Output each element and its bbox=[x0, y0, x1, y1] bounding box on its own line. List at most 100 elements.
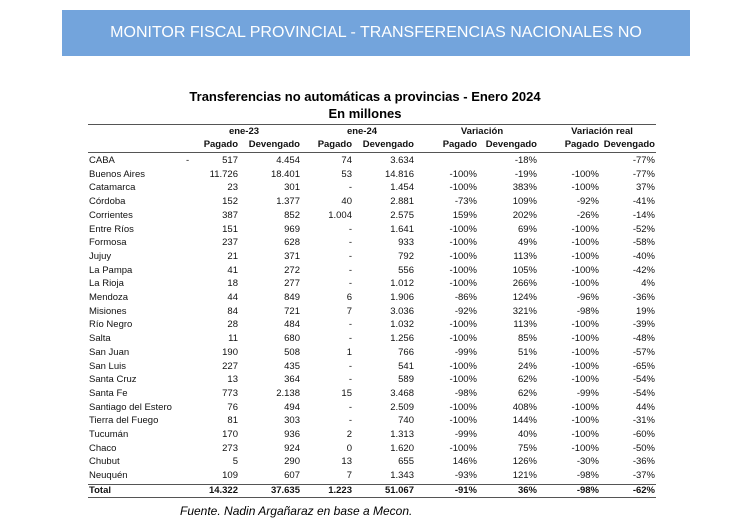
column-header: Pagado bbox=[203, 139, 238, 150]
cell: -100% bbox=[571, 360, 599, 372]
cell: 1.256 bbox=[390, 333, 414, 345]
row-label: Entre Ríos bbox=[89, 223, 134, 235]
cell: -77% bbox=[632, 155, 655, 166]
cell: 109% bbox=[512, 196, 537, 208]
cell: -60% bbox=[632, 429, 655, 440]
cell: 18.401 bbox=[270, 168, 300, 180]
cell: 74 bbox=[341, 155, 352, 166]
cell: 37.635 bbox=[270, 484, 300, 496]
cell: 5 bbox=[232, 456, 238, 468]
cell: -100% bbox=[571, 223, 599, 235]
cell: -100% bbox=[571, 278, 599, 290]
cell: 2.575 bbox=[390, 209, 414, 221]
cell: -100% bbox=[449, 237, 477, 249]
cell: -100% bbox=[449, 401, 477, 413]
cell: 6 bbox=[346, 292, 352, 303]
cell: 53 bbox=[341, 168, 352, 180]
cell: -91% bbox=[454, 484, 477, 496]
cell: 1.454 bbox=[390, 182, 414, 194]
cell: 655 bbox=[398, 456, 414, 468]
cell: 18 bbox=[227, 278, 238, 290]
cell: 75% bbox=[517, 442, 537, 454]
cell: 113% bbox=[513, 250, 537, 262]
row-label: Chaco bbox=[89, 442, 117, 454]
column-header: Devengado bbox=[603, 139, 655, 150]
cell: 36% bbox=[517, 484, 537, 496]
cell: -98% bbox=[454, 387, 477, 399]
cell: -100% bbox=[449, 278, 477, 290]
cell: 773 bbox=[222, 387, 238, 399]
cell: -100% bbox=[449, 168, 477, 180]
cell: 144% bbox=[512, 415, 537, 427]
cell: 266% bbox=[512, 278, 537, 290]
cell: 44 bbox=[227, 292, 238, 303]
cell: -77% bbox=[632, 168, 655, 180]
cell: -100% bbox=[571, 442, 599, 454]
cell: -100% bbox=[449, 223, 477, 235]
cell: 41 bbox=[227, 264, 238, 276]
cell: 44% bbox=[635, 401, 655, 413]
cell: -57% bbox=[632, 346, 655, 358]
group-header: ene-24 bbox=[346, 126, 378, 137]
cell: -100% bbox=[571, 415, 599, 427]
group-header: Variación real bbox=[571, 126, 633, 137]
group-header: ene-23 bbox=[228, 126, 260, 137]
cell: -100% bbox=[571, 374, 599, 386]
row-label: La Pampa bbox=[89, 264, 133, 276]
table-title: Transferencias no automáticas a provinci… bbox=[189, 89, 541, 104]
column-header: Devengado bbox=[362, 139, 414, 150]
row-label: Santa Fe bbox=[89, 387, 128, 399]
cell: 113% bbox=[513, 319, 537, 331]
cell: 151 bbox=[222, 223, 238, 235]
row-label: Chubut bbox=[89, 456, 120, 468]
row-label: Córdoba bbox=[89, 196, 126, 208]
cell: -58% bbox=[632, 237, 655, 249]
cell: 383% bbox=[512, 182, 537, 194]
cell: 84 bbox=[227, 305, 238, 317]
row-label: Catamarca bbox=[89, 182, 136, 194]
cell: 321% bbox=[512, 305, 537, 317]
cell: 290 bbox=[284, 456, 300, 468]
cell: 7 bbox=[346, 470, 352, 482]
cell: 227 bbox=[222, 360, 238, 372]
cell: -30% bbox=[576, 456, 599, 468]
row-label: Misiones bbox=[89, 305, 127, 317]
cell: -99% bbox=[576, 387, 599, 399]
cell: 19% bbox=[635, 305, 655, 317]
cell: -31% bbox=[632, 415, 655, 427]
cell: 152 bbox=[222, 196, 238, 208]
cell: 202% bbox=[512, 209, 537, 221]
group-header: Variación bbox=[460, 126, 504, 137]
cell: -99% bbox=[454, 429, 477, 440]
cell: 237 bbox=[222, 237, 238, 249]
cell: - bbox=[348, 401, 352, 413]
cell: -98% bbox=[576, 470, 599, 482]
cell: -99% bbox=[454, 346, 477, 358]
cell: 2.138 bbox=[276, 387, 300, 399]
row-label: La Rioja bbox=[89, 278, 124, 290]
cell: 408% bbox=[512, 401, 537, 413]
cell: -100% bbox=[571, 182, 599, 194]
cell: 517 bbox=[222, 155, 238, 166]
cell: 49% bbox=[517, 237, 537, 249]
cell: -100% bbox=[449, 374, 477, 386]
cell: -54% bbox=[632, 387, 655, 399]
cell: 15 bbox=[341, 387, 352, 399]
cell: 14.816 bbox=[384, 168, 414, 180]
cell: -98% bbox=[576, 484, 599, 496]
cell: 740 bbox=[398, 415, 414, 427]
cell: -65% bbox=[632, 360, 655, 372]
cell: -100% bbox=[449, 319, 477, 331]
cell: 14.322 bbox=[208, 484, 238, 496]
cell: -14% bbox=[632, 209, 655, 221]
cell: 62% bbox=[517, 387, 537, 399]
cell: 190 bbox=[222, 346, 238, 358]
row-label: Total bbox=[89, 484, 111, 496]
rule bbox=[88, 496, 656, 498]
cell: -93% bbox=[454, 470, 477, 482]
cell: 1.343 bbox=[390, 470, 414, 482]
row-label: Jujuy bbox=[89, 250, 112, 262]
cell: 484 bbox=[284, 319, 300, 331]
cell: -50% bbox=[632, 442, 655, 454]
